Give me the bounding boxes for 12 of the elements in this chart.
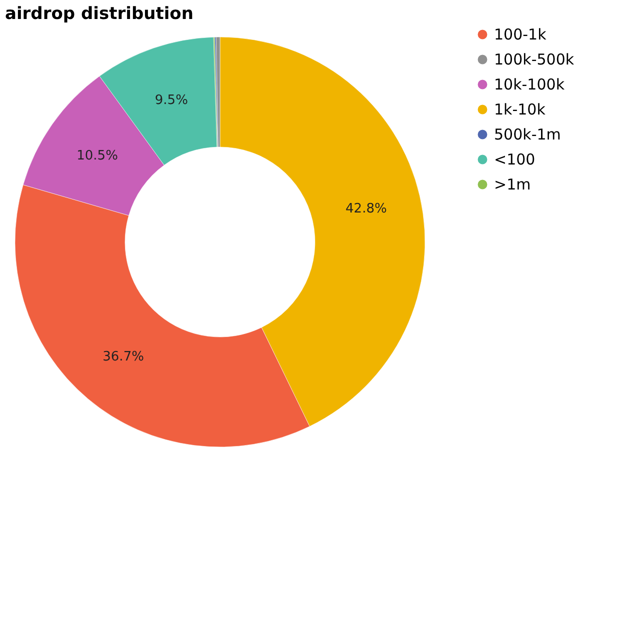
legend-label: <100 [494, 150, 536, 168]
data-label: 9.5% [154, 93, 188, 108]
legend-label: 100k-500k [494, 50, 574, 68]
chart-title: airdrop distribution [5, 4, 194, 24]
legend-label: >1m [494, 176, 531, 194]
legend-label: 500k-1m [494, 126, 561, 144]
data-label: 42.8% [346, 201, 387, 216]
legend-label: 100-1k [494, 26, 547, 44]
legend-label: 1k-10k [494, 100, 546, 118]
data-label: 36.7% [102, 350, 144, 365]
data-label: 10.5% [76, 148, 118, 164]
legend-label: 10k-100k [494, 76, 565, 94]
